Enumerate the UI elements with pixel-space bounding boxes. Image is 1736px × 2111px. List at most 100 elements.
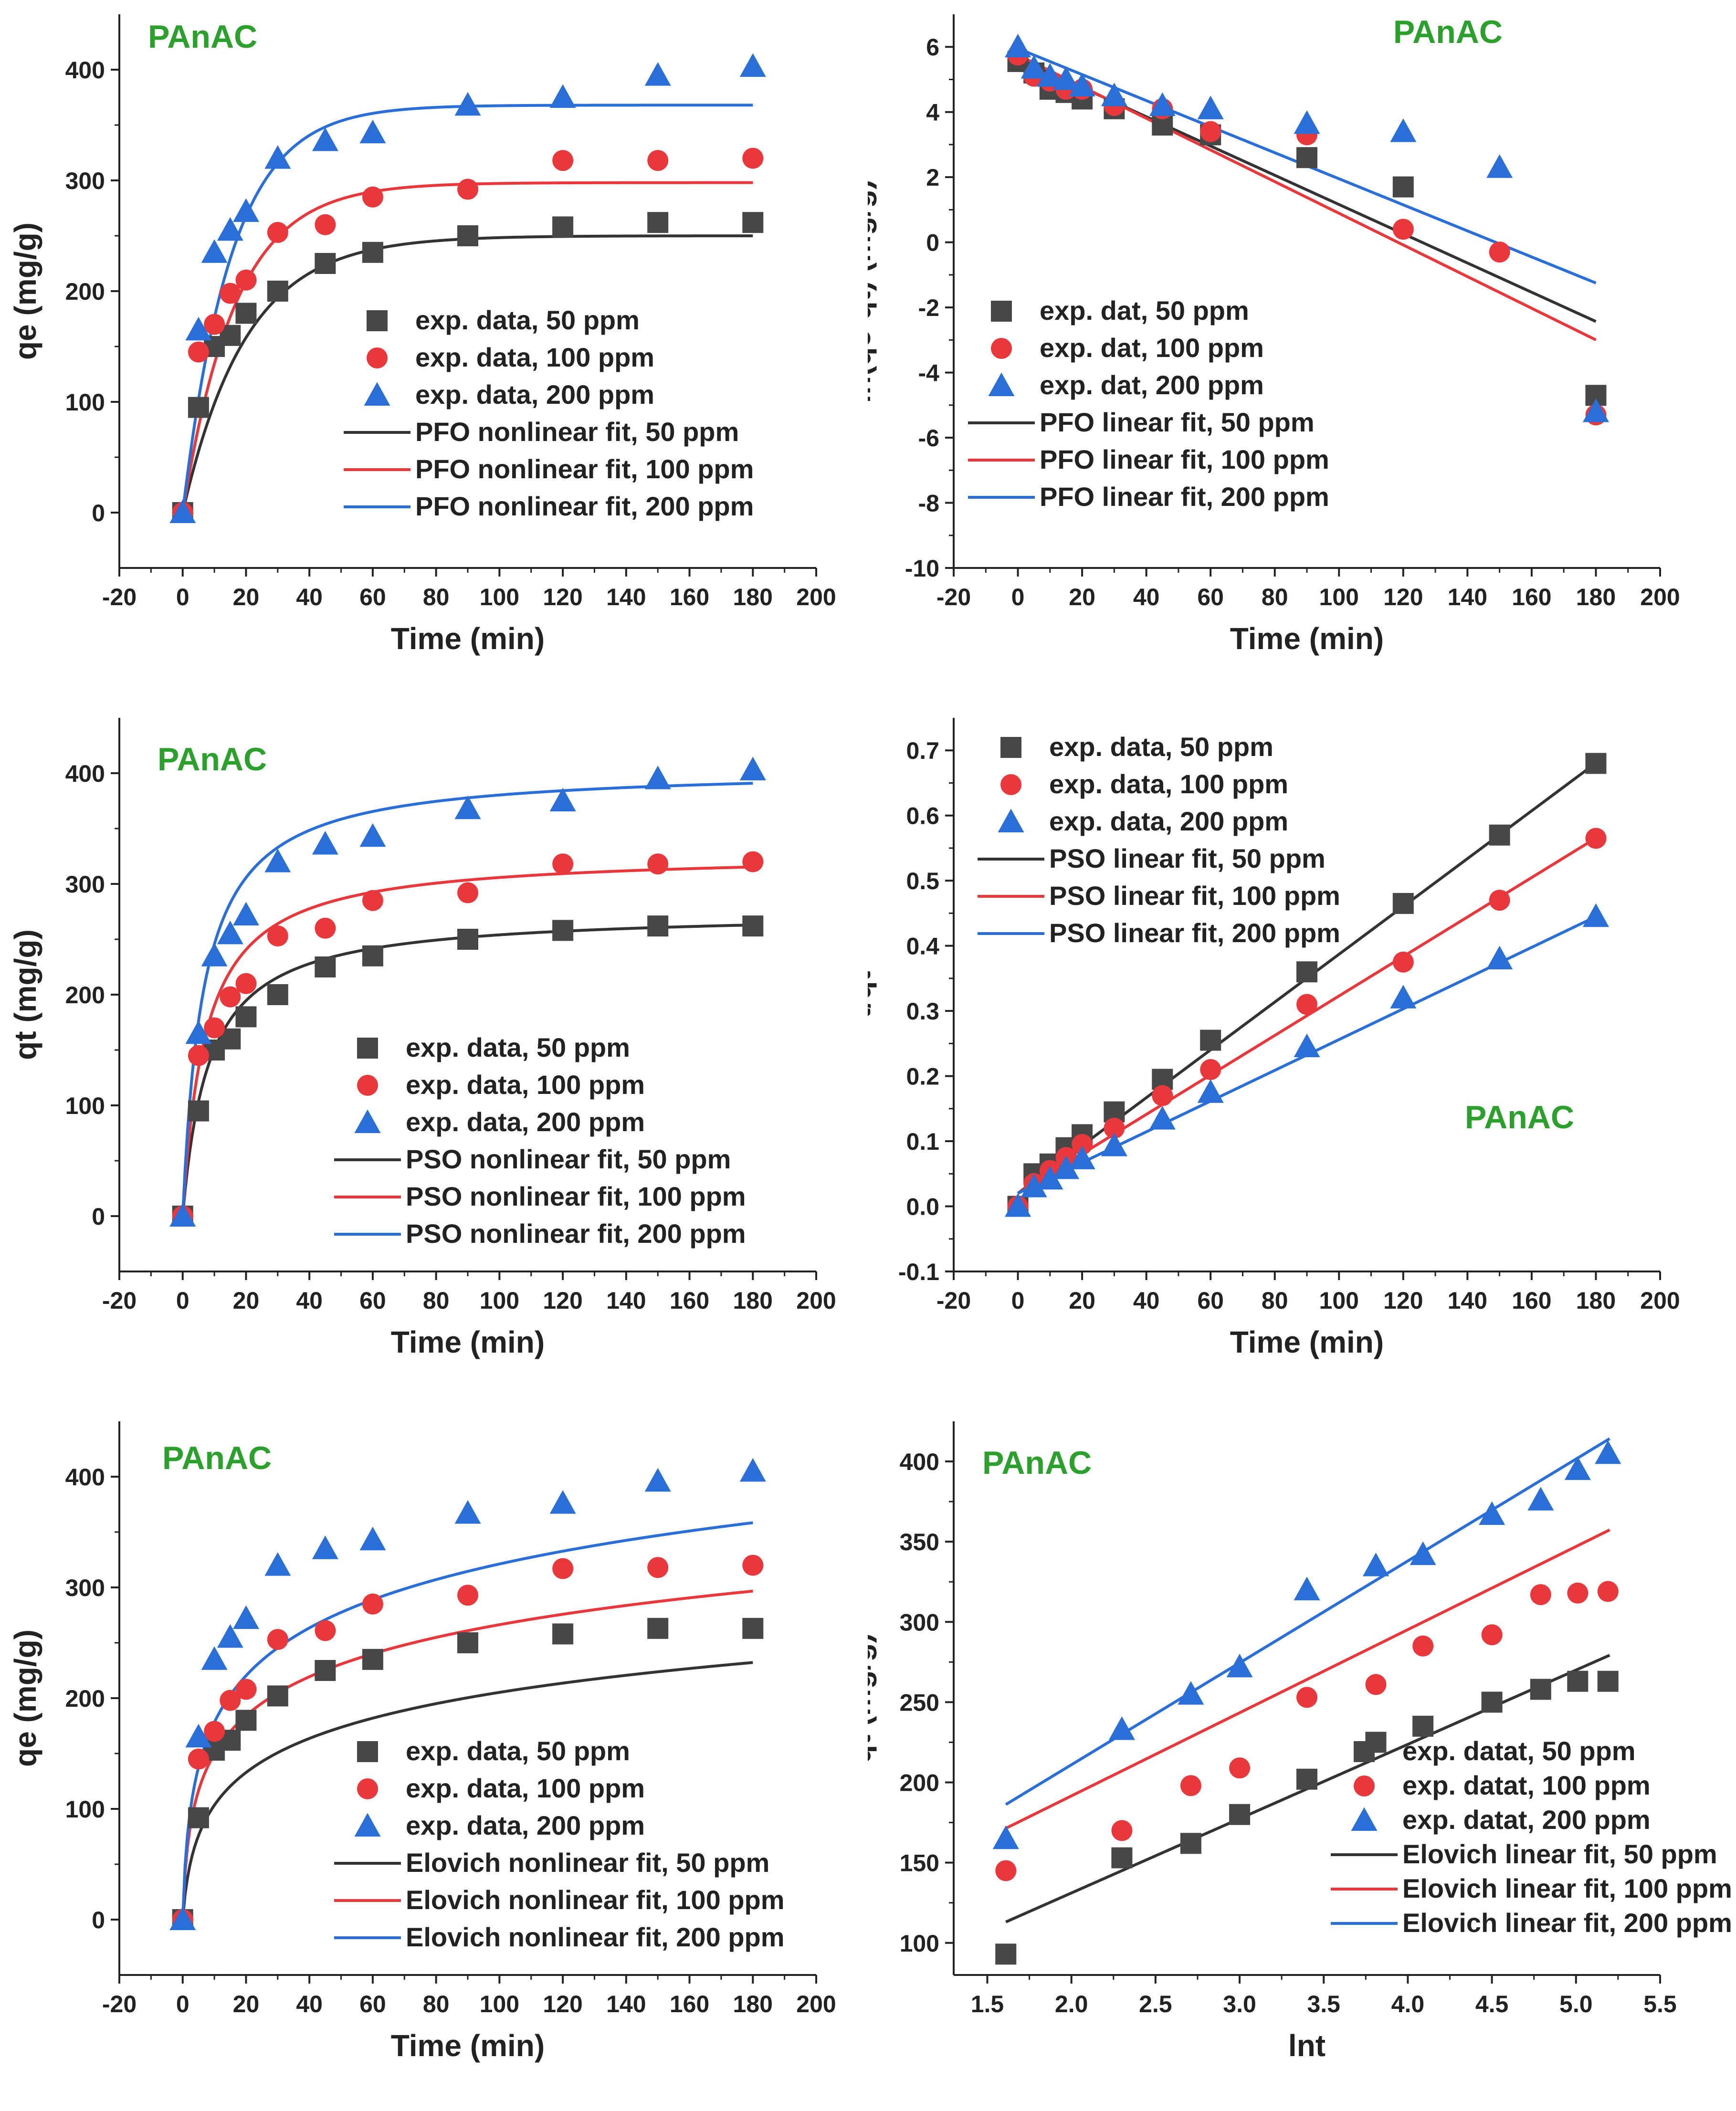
legend-entry-label: PSO nonlinear fit, 50 ppm <box>406 1144 731 1174</box>
x-tick-label: 1.5 <box>971 1991 1004 2017</box>
y-axis-label: qe (mg/g) <box>8 222 42 360</box>
data-point-series-3 <box>201 239 228 263</box>
data-point-series-3 <box>312 830 338 855</box>
data-point-series-3 <box>1486 154 1513 178</box>
data-point-series-2 <box>742 851 764 872</box>
pso-linear-svg: -20 0 20 40 60 80 100 120 140 160 180 200 -0.1 0.0 0.1… <box>868 718 1680 1359</box>
legend-marker-2 <box>367 347 388 368</box>
data-point-series-2 <box>220 283 241 304</box>
data-point-series-3 <box>1595 1440 1621 1464</box>
elovich-nonlinear-chart: -20 0 20 40 60 80 100 120 140 160 180 200 0 100 200 300… <box>0 1407 868 2111</box>
x-tick-label: 140 <box>606 584 646 610</box>
y-tick-label: 200 <box>900 1770 939 1796</box>
y-axis-label: qt (mg/g) <box>8 929 42 1060</box>
data-point-series-3 <box>264 145 291 169</box>
x-tick-label: 4.5 <box>1475 1991 1509 2017</box>
y-tick-label: 300 <box>900 1609 939 1636</box>
legend-entry-label: exp. datat, 50 ppm <box>1402 1736 1636 1766</box>
data-point-series-3 <box>185 1723 212 1748</box>
x-tick-label: 2.5 <box>1139 1991 1172 2017</box>
legend-marker-3 <box>1351 1807 1378 1831</box>
legend: exp. datat, 50 ppm exp. datat, 100 ppm exp… <box>1331 1736 1732 1938</box>
y-tick-label: 0.4 <box>906 933 939 960</box>
y-tick-label: 0.1 <box>906 1128 939 1155</box>
data-point-series-3 <box>1582 903 1609 927</box>
legend: exp. data, 50 ppm exp. data, 100 ppm exp. … <box>334 1736 785 1952</box>
data-point-series-3 <box>1564 1456 1591 1480</box>
x-tick-label: 40 <box>296 584 323 610</box>
data-point-series-3 <box>1069 73 1095 97</box>
y-tick-label: 200 <box>65 982 105 1008</box>
sample-label: PAnAC <box>158 741 267 777</box>
data-point-series-2 <box>1104 1117 1125 1139</box>
y-tick-label: 200 <box>65 1685 105 1712</box>
y-axis-label: t/qt <box>868 971 877 1019</box>
data-points <box>1005 753 1609 1217</box>
data-point-series-3 <box>264 1552 291 1576</box>
legend-entry-label: PSO linear fit, 100 ppm <box>1049 881 1340 911</box>
data-point-series-2 <box>220 1690 241 1711</box>
data-point-series-3 <box>1527 1487 1554 1511</box>
x-tick-label: 80 <box>423 1287 450 1314</box>
data-point-series-1 <box>235 1006 257 1028</box>
data-point-series-2 <box>1597 1581 1619 1602</box>
x-tick-label: 40 <box>296 1287 323 1314</box>
data-point-series-2 <box>1489 890 1510 911</box>
x-tick-label: -20 <box>102 584 137 610</box>
x-tick-label: 140 <box>1448 584 1487 610</box>
legend-entry-label: Elovich linear fit, 100 ppm <box>1402 1873 1732 1903</box>
legend-entry-label: exp. dat, 100 ppm <box>1040 333 1264 363</box>
x-tick-label: 160 <box>670 584 709 610</box>
data-point-series-3 <box>1390 118 1417 142</box>
y-axis-label: qt (mg/g) <box>868 1633 877 1764</box>
x-tick-label: 180 <box>1576 584 1616 610</box>
data-point-series-3 <box>739 53 766 77</box>
y-tick-label: 300 <box>65 168 105 194</box>
x-tick-label: 180 <box>1576 1287 1616 1314</box>
data-point-series-3 <box>359 119 386 144</box>
x-tick-label: 160 <box>670 1287 709 1314</box>
data-point-series-3 <box>217 217 243 241</box>
data-point-series-2 <box>235 1679 257 1700</box>
x-tick-label: 60 <box>359 584 386 610</box>
legend: exp. data, 50 ppm exp. data, 100 ppm exp. … <box>334 1032 746 1249</box>
y-tick-label: -4 <box>918 360 940 387</box>
x-tick-label: 100 <box>480 1991 519 2017</box>
legend-marker-1 <box>357 1741 378 1762</box>
data-point-series-1 <box>1180 1833 1201 1854</box>
x-tick-label: 60 <box>359 1287 386 1314</box>
data-point-series-1 <box>235 303 257 324</box>
data-point-series-2 <box>457 882 478 903</box>
x-tick-label: 20 <box>1069 1287 1095 1314</box>
y-tick-label: -2 <box>918 294 939 321</box>
data-point-series-3 <box>264 849 291 872</box>
data-point-series-2 <box>552 150 574 171</box>
axes: -20 0 20 40 60 80 100 120 140 160 180 200 0 100 200 300… <box>65 14 836 610</box>
x-tick-label: 100 <box>1319 1287 1359 1314</box>
data-point-series-3 <box>359 823 386 847</box>
data-point-series-2 <box>204 314 225 335</box>
data-point-series-1 <box>1489 824 1510 846</box>
x-axis-label: Time (min) <box>1230 1325 1384 1359</box>
y-tick-label: 2 <box>926 164 939 191</box>
y-tick-label: 400 <box>65 760 105 787</box>
x-tick-label: -20 <box>936 584 971 610</box>
y-tick-label: 0.5 <box>906 868 939 894</box>
data-point-series-3 <box>1005 1193 1031 1217</box>
x-tick-label: 20 <box>233 1287 260 1314</box>
legend-marker-2 <box>1000 774 1021 795</box>
data-point-series-1 <box>1296 961 1317 983</box>
data-point-series-1 <box>457 1632 478 1653</box>
y-tick-label: 100 <box>900 1930 939 1957</box>
legend-entry-label: exp. datat, 100 ppm <box>1402 1770 1651 1800</box>
data-point-series-1 <box>1296 1768 1317 1790</box>
data-point-series-3 <box>739 1458 766 1482</box>
y-tick-label: -0.1 <box>898 1259 939 1285</box>
data-point-series-1 <box>1585 753 1607 774</box>
x-tick-label: 200 <box>796 1991 836 2017</box>
x-tick-label: 3.0 <box>1223 1991 1256 2017</box>
axes: 1.5 2.0 2.5 3.0 3.5 4.0 4.5 5.0 5.5 100 150 200 250 3… <box>900 1421 1677 2017</box>
data-point-series-2 <box>315 1620 336 1641</box>
x-tick-label: 0 <box>176 1991 189 2017</box>
data-point-series-2 <box>1111 1820 1133 1841</box>
